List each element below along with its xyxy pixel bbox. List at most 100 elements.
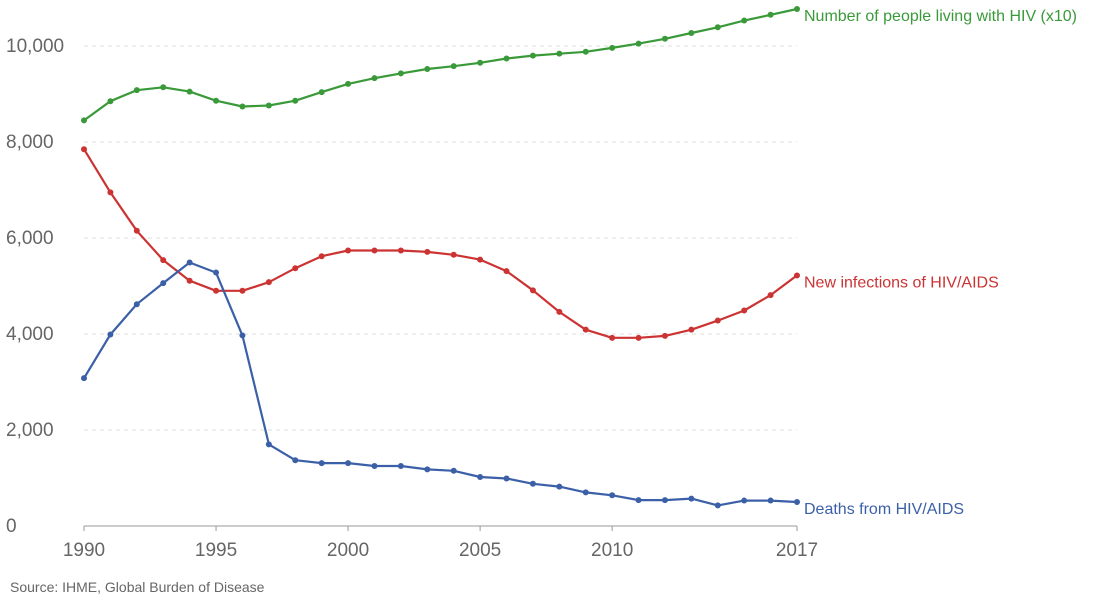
data-point — [160, 257, 167, 264]
data-point — [741, 497, 748, 504]
data-point — [213, 269, 220, 276]
data-point — [503, 475, 510, 482]
data-point — [371, 463, 378, 469]
y-tick-label: 6,000 — [6, 228, 54, 249]
data-point — [609, 492, 616, 499]
data-point — [450, 467, 457, 474]
x-tick-label: 2010 — [591, 540, 633, 561]
data-point — [688, 326, 695, 333]
data-point — [239, 287, 246, 294]
x-tick-label: 2005 — [459, 540, 501, 561]
data-point — [81, 117, 87, 124]
data-point — [635, 334, 642, 341]
x-tick-label: 1990 — [63, 540, 105, 561]
data-point — [688, 30, 695, 37]
grid-layer — [84, 45, 797, 431]
data-point — [661, 497, 668, 504]
data-point — [582, 489, 589, 496]
data-point — [661, 35, 668, 42]
data-point — [397, 70, 404, 77]
line-chart: 0 2,000 4,000 6,000 8,000 10,000 1990 1995 2000 2… — [6, 6, 1077, 561]
data-point — [503, 55, 510, 62]
data-point — [767, 497, 774, 504]
data-point — [107, 331, 114, 338]
data-point — [556, 50, 563, 57]
data-point — [741, 17, 748, 24]
data-point — [318, 89, 325, 96]
data-point — [265, 441, 272, 448]
data-point — [424, 248, 431, 255]
y-tick-label: 8,000 — [6, 132, 54, 153]
data-point — [688, 495, 695, 502]
data-point — [160, 84, 167, 91]
data-point — [582, 48, 589, 55]
data-point — [160, 280, 167, 287]
data-point — [582, 326, 589, 333]
data-point — [133, 301, 140, 308]
x-tick-label: 2000 — [327, 540, 369, 561]
data-point — [371, 247, 378, 254]
data-point — [714, 317, 721, 324]
source-note: Source: IHME, Global Burden of Disease — [10, 579, 265, 595]
data-point — [609, 334, 616, 341]
data-point — [477, 256, 484, 263]
data-point — [265, 279, 272, 286]
y-tick-label: 0 — [6, 516, 17, 537]
data-point — [186, 88, 193, 95]
series-label: New infections of HIV/AIDS — [804, 274, 999, 291]
data-point — [529, 480, 536, 487]
series-line-3 — [82, 261, 799, 507]
data-point — [292, 97, 299, 104]
y-tick-label: 2,000 — [6, 420, 54, 441]
y-tick-label: 10,000 — [6, 36, 64, 57]
data-point — [635, 40, 642, 47]
data-point — [107, 98, 114, 105]
data-point — [371, 75, 378, 82]
data-point — [397, 463, 404, 469]
data-point — [661, 332, 668, 339]
data-point — [767, 11, 774, 18]
data-point — [397, 247, 404, 254]
data-point — [609, 44, 616, 51]
series-label-layer: Number of people living with HIV (x10) Ne… — [804, 8, 1077, 518]
data-point — [107, 189, 114, 196]
data-point — [81, 146, 87, 153]
series-line-1 — [82, 7, 799, 122]
data-point — [186, 277, 193, 284]
data-point — [794, 272, 800, 279]
data-point — [239, 103, 246, 110]
data-point — [186, 259, 193, 266]
x-tick-label: 2017 — [776, 540, 818, 561]
data-point — [477, 474, 484, 481]
data-point — [450, 251, 457, 258]
data-point — [450, 63, 457, 70]
data-point — [424, 466, 431, 473]
data-point — [213, 287, 220, 294]
x-tick-label: 1995 — [195, 540, 237, 561]
data-point — [265, 102, 272, 109]
data-point — [794, 499, 800, 505]
data-point — [345, 460, 352, 467]
data-point — [714, 24, 721, 31]
data-point — [767, 292, 774, 299]
data-point — [424, 66, 431, 73]
data-point — [529, 52, 536, 59]
axis-layer: 0 2,000 4,000 6,000 8,000 10,000 1990 1995 2000 2… — [6, 36, 818, 561]
series-label: Number of people living with HIV (x10) — [804, 8, 1077, 25]
data-point — [318, 253, 325, 260]
data-point — [292, 265, 299, 272]
data-point — [239, 332, 246, 339]
data-point — [794, 6, 800, 13]
series-layer — [81, 6, 800, 509]
data-point — [345, 80, 352, 87]
data-point — [133, 87, 140, 94]
data-point — [477, 59, 484, 66]
series-line-2 — [82, 148, 799, 339]
data-point — [529, 287, 536, 294]
data-point — [318, 460, 325, 467]
data-point — [81, 375, 87, 382]
data-point — [292, 457, 299, 464]
data-point — [714, 502, 721, 509]
y-tick-label: 4,000 — [6, 324, 54, 345]
